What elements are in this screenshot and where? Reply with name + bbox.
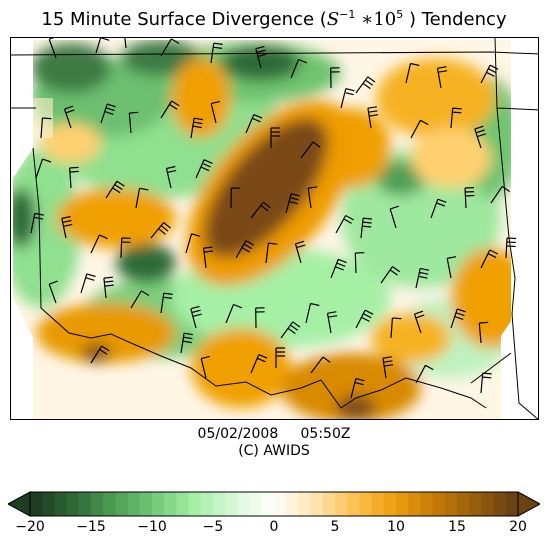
colorbar-cell: [286, 492, 299, 516]
colorbar-cell: [128, 492, 141, 516]
colorbar-cell: [311, 492, 324, 516]
map-panel: [10, 37, 539, 420]
colorbar-cell: [262, 492, 275, 516]
colorbar-cell: [384, 492, 397, 516]
colorbar-cell: [176, 492, 189, 516]
colorbar-cell: [237, 492, 250, 516]
colorbar-cell: [420, 492, 433, 516]
colorbar-cell: [225, 492, 238, 516]
colorbar-tick: −20: [10, 519, 50, 535]
credit-caption: (C) AWIDS: [0, 443, 548, 459]
title-unit-base: S: [327, 9, 339, 30]
colorbar-tick: 5: [315, 519, 355, 535]
colorbar-cell: [445, 492, 458, 516]
colorbar-cell: [213, 492, 226, 516]
colorbar-cell: [152, 492, 165, 516]
colorbar-cell: [201, 492, 214, 516]
title-text-prefix: 15 Minute Surface Divergence (: [41, 9, 326, 30]
map-title: 15 Minute Surface Divergence (S−1 ∗105 )…: [0, 8, 548, 30]
colorbar-cell: [433, 492, 446, 516]
title-multiplier: ∗10: [355, 9, 396, 30]
colorbar-cell: [396, 492, 409, 516]
colorbar-cell: [54, 492, 67, 516]
colorbar-tick: −10: [132, 519, 172, 535]
colorbar-cell: [274, 492, 287, 516]
colorbar: [8, 491, 540, 517]
date-text: 05/02/2008: [198, 426, 279, 442]
title-unit-exponent: −1: [339, 8, 355, 21]
colorbar-cell: [372, 492, 385, 516]
colorbar-cell: [323, 492, 336, 516]
title-text-suffix: ) Tendency: [403, 9, 506, 30]
timestamp-caption: 05/02/2008 05:50Z: [0, 426, 548, 442]
colorbar-cell: [347, 492, 360, 516]
colorbar-cell: [189, 492, 202, 516]
time-text: 05:50Z: [301, 426, 351, 442]
colorbar-cell: [494, 492, 507, 516]
colorbar-tick: 10: [376, 519, 416, 535]
colorbar-cell: [335, 492, 348, 516]
colorbar-max-arrow: [518, 492, 540, 516]
colorbar-tick: 20: [498, 519, 538, 535]
colorbar-tick: 15: [437, 519, 477, 535]
colorbar-cell: [30, 492, 43, 516]
colorbar-tick: −15: [71, 519, 111, 535]
colorbar-cell: [140, 492, 153, 516]
colorbar-cell: [115, 492, 128, 516]
colorbar-cell: [408, 492, 421, 516]
colorbar-cell: [469, 492, 482, 516]
colorbar-cell: [164, 492, 177, 516]
colorbar-tick: −5: [193, 519, 233, 535]
divergence-field: [11, 38, 539, 420]
colorbar-cell: [42, 492, 55, 516]
colorbar-cell: [457, 492, 470, 516]
colorbar-cell: [91, 492, 104, 516]
colorbar-cell: [506, 492, 519, 516]
colorbar-min-arrow: [8, 492, 30, 516]
colorbar-cell: [250, 492, 263, 516]
colorbar-cell: [103, 492, 116, 516]
colorbar-tick: 0: [254, 519, 294, 535]
colorbar-cell: [67, 492, 80, 516]
divergence-map: [11, 38, 539, 420]
colorbar-cell: [481, 492, 494, 516]
colorbar-cells: [30, 492, 519, 516]
colorbar-cell: [298, 492, 311, 516]
colorbar-cell: [79, 492, 92, 516]
colorbar-cell: [359, 492, 372, 516]
